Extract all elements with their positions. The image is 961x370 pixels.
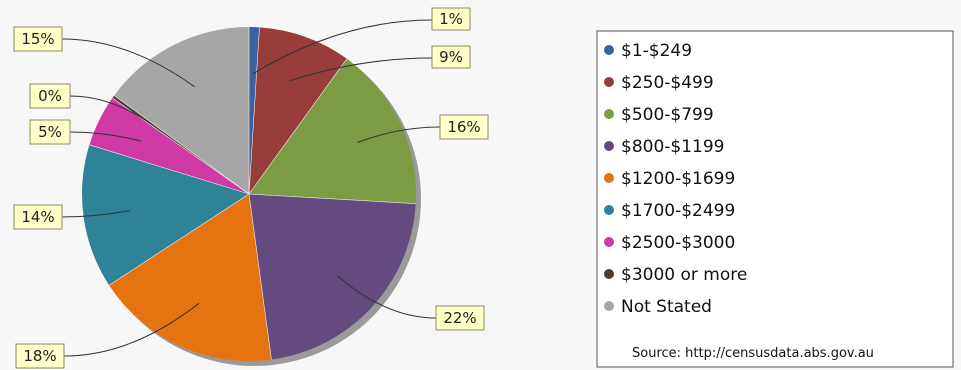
pct-label-box-3000-or-more [29,83,71,109]
legend-item-250-499: $250-$499 [604,73,714,93]
legend-label: $800-$1199 [621,137,724,157]
legend-swatch [604,45,614,55]
pct-label-box-2500-3000 [29,119,71,145]
legend-items: $1-$249 $250-$499 $500-$799 $800-$1199 $1200… [604,41,747,317]
leader-line-250-499 [289,57,433,82]
data-label-500-799: 16% [447,118,480,136]
pct-label-box-1700-2499 [13,204,63,230]
leader-line-3000-or-more [69,95,152,125]
pct-label-box-500-799 [439,114,489,140]
data-label-1200-1699: 18% [23,347,56,365]
pie-slice-800-1199 [249,194,416,360]
legend-item-1700-2499: $1700-$2499 [604,201,735,221]
legend-item-3000-or-more: $3000 or more [604,265,747,285]
pie-labels: 1% 9% 16% 22% 18% 14% 5% 0% 15% [13,7,489,369]
legend-label: $250-$499 [621,73,714,93]
legend-frame [596,30,954,368]
legend-swatch [604,109,614,119]
pie-slice-not-stated [114,27,249,194]
legend-item-1-249: $1-$249 [604,41,692,61]
legend-swatch [604,237,614,247]
pie-slices [82,27,417,362]
leader-line-500-799 [357,126,441,143]
legend-item-1200-1699: $1200-$1699 [604,169,735,189]
pct-label-box-1-249 [431,7,471,31]
legend-swatch [604,77,614,87]
pie-slice-2500-3000 [89,98,249,194]
pie-slice-1200-1699 [109,194,272,362]
slice-separator [248,58,348,195]
pct-label-box-1200-1699 [15,343,65,369]
leader-line-1200-1699 [63,302,200,357]
data-label-1-249: 1% [439,10,463,28]
data-label-2500-3000: 5% [38,123,62,141]
legend-item-800-1199: $800-$1199 [604,137,724,157]
data-label-1700-2499: 14% [21,208,54,226]
leader-line-not-stated [61,38,195,88]
pie-slice-500-799 [249,58,417,204]
legend: $1-$249 $250-$499 $500-$799 $800-$1199 $1200… [596,30,954,368]
legend-swatch [604,301,614,311]
pie-slice-1700-2499 [82,144,249,286]
legend-item-2500-3000: $2500-$3000 [604,233,735,253]
legend-item-not-stated: Not Stated [604,297,712,317]
pie-slice-250-499 [249,27,347,194]
data-label-800-1199: 22% [443,309,476,327]
legend-label: $1-$249 [621,41,692,61]
leader-line-2500-3000 [69,131,142,142]
legend-source: Source: http://censusdata.abs.gov.au [632,346,874,361]
slice-separator [89,144,250,195]
pct-label-box-250-499 [431,45,471,69]
legend-label: $1200-$1699 [621,169,735,189]
slice-separator [248,193,272,360]
slice-separator [248,193,416,204]
data-label-250-499: 9% [439,48,463,66]
slice-separator [108,193,250,286]
slice-separator [113,95,250,195]
legend-label: $3000 or more [621,265,747,285]
pie-leaders [61,19,441,357]
legend-swatch [604,205,614,215]
legend-swatch [604,141,614,151]
leader-line-1-249 [252,19,433,75]
legend-label: $2500-$3000 [621,233,735,253]
legend-swatch [604,269,614,279]
pct-label-box-800-1199 [435,305,485,331]
data-label-not-stated: 15% [21,30,54,48]
leader-line-1700-2499 [61,210,130,218]
pct-label-box-not-stated [13,26,63,52]
legend-item-500-799: $500-$799 [604,105,714,125]
legend-swatch [604,173,614,183]
legend-label: $500-$799 [621,105,714,125]
legend-label: Not Stated [621,297,712,317]
slice-separator [248,27,260,195]
data-label-3000-or-more: 0% [38,87,62,105]
leader-line-800-1199 [336,275,437,319]
legend-label: $1700-$2499 [621,201,735,221]
